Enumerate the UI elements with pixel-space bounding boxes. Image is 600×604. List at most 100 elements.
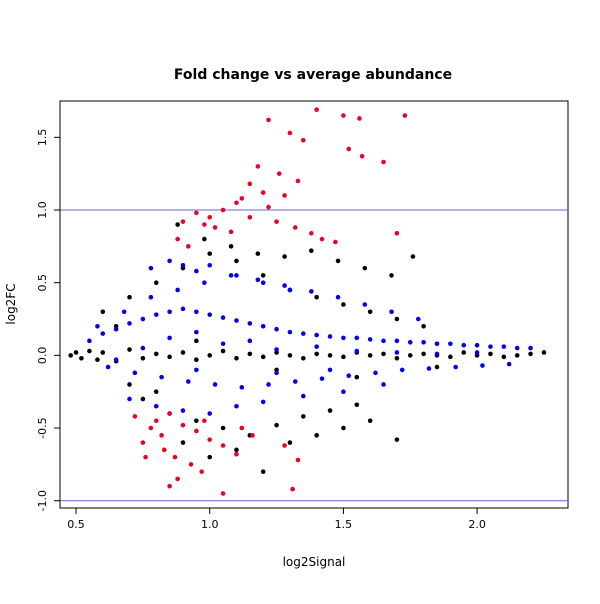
data-point <box>314 344 319 349</box>
data-point <box>448 354 453 360</box>
data-point <box>127 396 132 402</box>
data-point <box>335 294 341 300</box>
data-point <box>175 236 180 242</box>
data-point <box>274 326 279 332</box>
data-point <box>180 422 186 428</box>
data-point <box>506 361 512 367</box>
x-axis-label: log2Signal <box>283 555 346 569</box>
data-point <box>314 332 319 338</box>
data-point <box>87 338 92 344</box>
data-point <box>327 408 333 413</box>
data-point <box>341 389 346 395</box>
data-point <box>247 181 253 187</box>
data-point <box>100 331 106 336</box>
data-point <box>282 443 287 448</box>
data-point <box>295 457 301 463</box>
data-point <box>180 440 186 445</box>
data-point <box>121 309 127 315</box>
data-point <box>301 414 306 419</box>
data-point <box>402 113 408 118</box>
data-point <box>167 309 172 315</box>
data-point <box>68 353 73 358</box>
data-point <box>426 366 432 371</box>
data-point <box>159 374 164 380</box>
data-point <box>234 200 239 206</box>
data-point <box>327 367 333 373</box>
data-point <box>301 355 306 361</box>
data-point <box>301 331 306 336</box>
data-point <box>394 355 400 361</box>
data-point <box>220 491 226 496</box>
data-point <box>528 345 533 351</box>
data-point <box>194 268 199 274</box>
y-tick-label: 0.5 <box>36 274 49 292</box>
data-point <box>367 309 373 315</box>
data-point <box>319 236 325 242</box>
data-point <box>194 210 199 216</box>
data-point <box>239 425 245 431</box>
data-point <box>501 354 507 360</box>
reference-lines <box>60 209 568 502</box>
data-point <box>143 454 148 460</box>
data-point <box>194 428 199 434</box>
data-point <box>434 341 440 347</box>
data-point <box>346 146 352 152</box>
data-point <box>260 324 266 329</box>
data-point <box>127 294 132 300</box>
y-tick-label: -0.5 <box>36 417 49 438</box>
data-point <box>381 351 386 357</box>
data-point <box>207 214 213 220</box>
data-point <box>202 280 207 285</box>
data-point <box>394 350 400 355</box>
data-point <box>346 373 352 379</box>
data-point <box>287 130 293 136</box>
data-point <box>480 363 485 368</box>
data-point <box>140 440 146 445</box>
data-point <box>314 107 319 113</box>
x-axis: 0.5 1.0 1.5 2.0 <box>67 507 486 531</box>
data-point <box>194 329 199 335</box>
data-point <box>132 370 138 376</box>
data-point <box>274 347 279 352</box>
data-point <box>314 294 319 300</box>
data-point <box>292 225 298 230</box>
data-point <box>207 312 213 317</box>
data-point <box>159 433 164 438</box>
data-point <box>140 396 146 402</box>
data-point <box>354 348 360 354</box>
data-points <box>68 107 547 496</box>
data-point <box>301 137 306 143</box>
data-point <box>260 399 266 405</box>
data-point <box>276 171 282 176</box>
data-point <box>260 273 266 278</box>
data-point <box>474 342 480 348</box>
data-point <box>314 433 319 438</box>
data-point <box>132 414 138 419</box>
data-point <box>474 350 480 355</box>
data-point <box>415 316 421 322</box>
data-point <box>421 351 426 357</box>
data-point <box>194 357 199 363</box>
data-point <box>367 353 373 358</box>
data-point <box>255 251 261 256</box>
data-point <box>148 294 154 300</box>
data-point <box>140 355 146 361</box>
data-point <box>421 324 426 329</box>
data-point <box>501 344 507 349</box>
data-point <box>127 321 132 326</box>
data-point <box>207 437 213 442</box>
y-tick-label: 0.0 <box>36 347 49 365</box>
data-point <box>434 351 440 357</box>
data-point <box>314 351 319 357</box>
data-point <box>180 306 186 312</box>
x-tick-label: 1.5 <box>335 518 353 531</box>
data-point <box>282 193 287 198</box>
data-point <box>220 315 226 320</box>
data-point <box>175 476 180 482</box>
data-point <box>153 389 159 395</box>
data-point <box>234 318 239 323</box>
data-point <box>461 342 467 348</box>
data-point <box>421 339 426 345</box>
data-point <box>73 350 79 355</box>
